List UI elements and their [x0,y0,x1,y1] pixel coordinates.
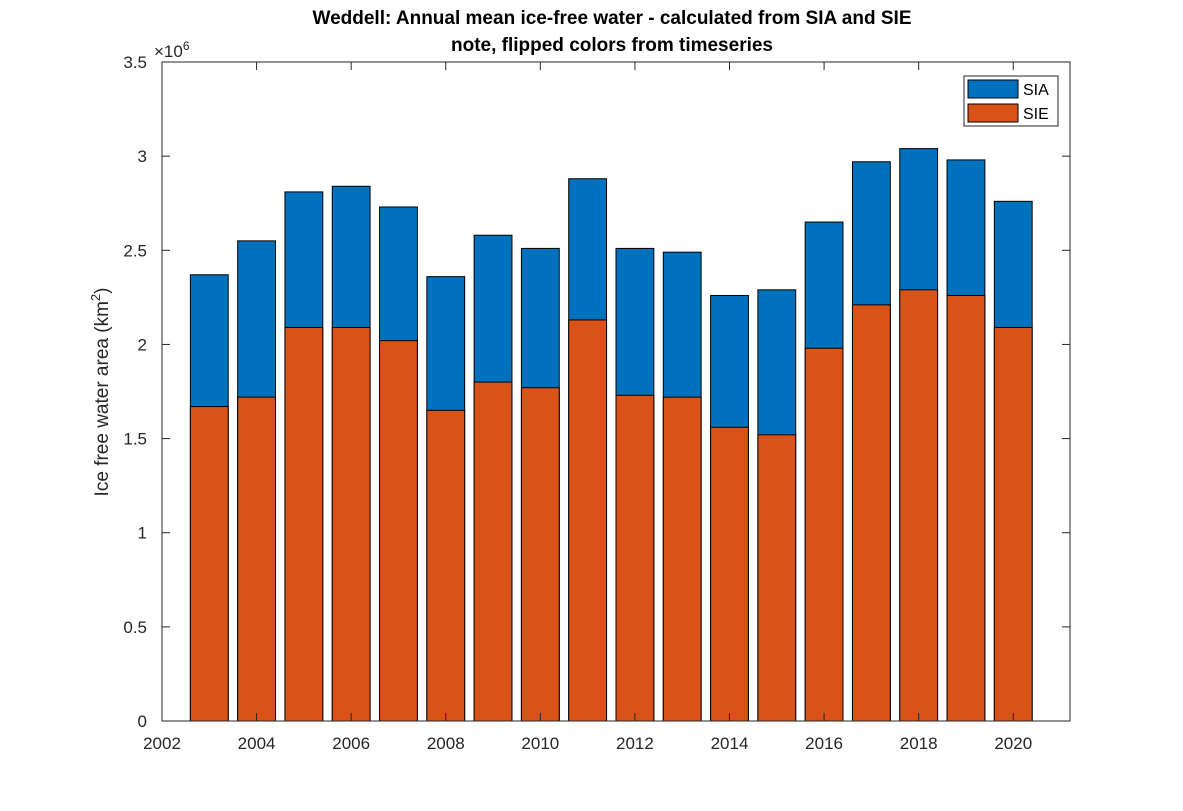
y-tick-label: 2 [138,335,147,354]
bar-sie-2005 [284,326,324,722]
y-tick-label: 3.5 [123,53,147,72]
x-tick-label: 2002 [143,734,181,753]
y-axis-exponent: ×106 [154,39,190,61]
x-tick-label: 2004 [238,734,276,753]
bar-sie-2014 [710,426,749,722]
chart-title: Weddell: Annual mean ice-free water - ca… [312,8,911,29]
bar-sie-2019 [946,294,986,722]
bar-sie-2012 [615,394,655,722]
y-tick-label: 2.5 [123,241,147,260]
y-axis-label: Ice free water area (km2) [88,288,113,497]
bar-sie-2020 [993,326,1033,722]
bar-sie-2004 [237,396,277,722]
y-tick-label: 0 [138,712,147,731]
bar-sie-2006 [331,326,371,722]
y-tick-label: 0.5 [123,618,147,637]
bar-sie-2011 [568,319,608,722]
x-tick-label: 2006 [332,734,370,753]
bar-sie-2018 [899,289,939,722]
plot-frame [161,61,1071,722]
legend-label-sie: SIE [1023,106,1049,123]
x-tick-label: 2014 [711,734,749,753]
bar-sie-2013 [662,396,702,722]
x-tick-label: 2018 [900,734,938,753]
legend-swatch-sie [967,103,1019,123]
axes-group: 2002 2004 2006 2008 2010 2012 2014 2016 2018 2020… [123,53,1071,753]
x-tick-label: 2020 [994,734,1032,753]
x-tick-label: 2010 [521,734,559,753]
legend-swatch-sia [967,79,1019,99]
x-tick-label: 2008 [427,734,465,753]
bar-sie-2003 [189,406,229,722]
bar-sie-2007 [379,340,418,722]
bar-sie-2009 [473,381,513,722]
y-tick-label: 3 [138,147,147,166]
legend-label-sia: SIA [1023,82,1049,99]
y-tick-label: 1 [138,524,147,543]
legend: SIA SIE [963,75,1059,127]
chart-subtitle: note, flipped colors from timeseries [451,35,773,56]
bar-sie-2017 [851,304,891,722]
x-tick-label: 2016 [805,734,843,753]
bars-group [189,148,1033,722]
bar-sie-2008 [426,409,466,722]
y-tick-label: 1.5 [123,430,147,449]
x-tick-label: 2012 [616,734,654,753]
bar-sie-2010 [520,387,560,722]
bar-sie-2015 [757,434,797,722]
bar-sie-2016 [804,347,844,722]
